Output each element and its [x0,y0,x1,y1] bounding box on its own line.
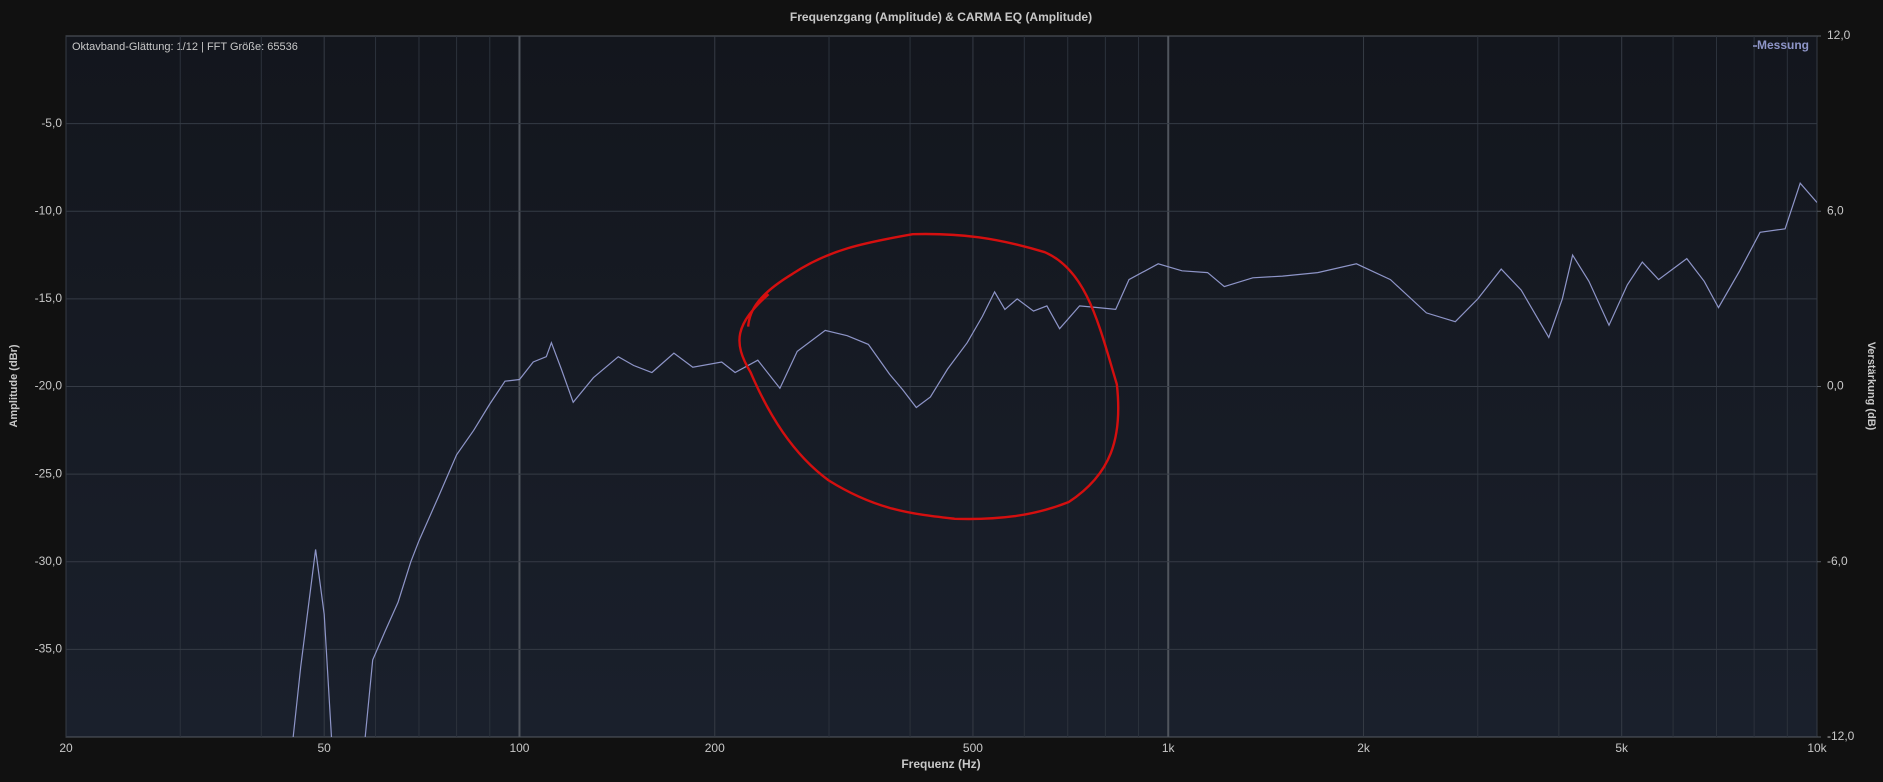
y-tick-label: -10,0 [35,203,63,217]
series-line [292,182,1817,737]
x-axis-title: Frequenz (Hz) [901,757,980,771]
y2-axis-title: Verstärkung (dB) [1865,342,1877,431]
y-axis-title: Amplitude (dBr) [8,344,20,427]
y-tick-label: -5,0 [41,116,62,130]
y-tick-label: -20,0 [35,379,63,393]
x-tick-label: 20 [59,741,73,755]
x-tick-label: 50 [317,741,331,755]
x-tick-label: 10k [1807,741,1827,755]
chart-title: Frequenzgang (Amplitude) & CARMA EQ (Amp… [790,10,1092,24]
x-tick-label: 1k [1162,741,1176,755]
y-tick-label: -30,0 [35,554,63,568]
y-tick-label: -35,0 [35,642,63,656]
hand-drawn-circle [738,232,1120,521]
x-tick-label: 100 [509,741,529,755]
grid [65,36,1818,737]
legend: Messung [1753,38,1809,52]
circle-stroke [738,232,1120,521]
y-tick-label: -25,0 [35,466,63,480]
x-tick-label: 5k [1615,741,1629,755]
x-tick-label: 200 [705,741,725,755]
legend-label: Messung [1757,38,1809,52]
annotation: Oktavband-Glättung: 1/12 | FFT Größe: 65… [72,41,298,53]
y2-tick-label: -12,0 [1827,729,1855,743]
x-tick-label: 2k [1357,741,1371,755]
y2-tick-label: -6,0 [1827,554,1848,568]
y2-tick-label: 6,0 [1827,203,1844,217]
series-layer [292,182,1817,737]
y2-tick-label: 12,0 [1827,28,1851,42]
y-tick-label: -15,0 [35,291,63,305]
x-tick-label: 500 [963,741,983,755]
y2-tick-label: 0,0 [1827,379,1844,393]
